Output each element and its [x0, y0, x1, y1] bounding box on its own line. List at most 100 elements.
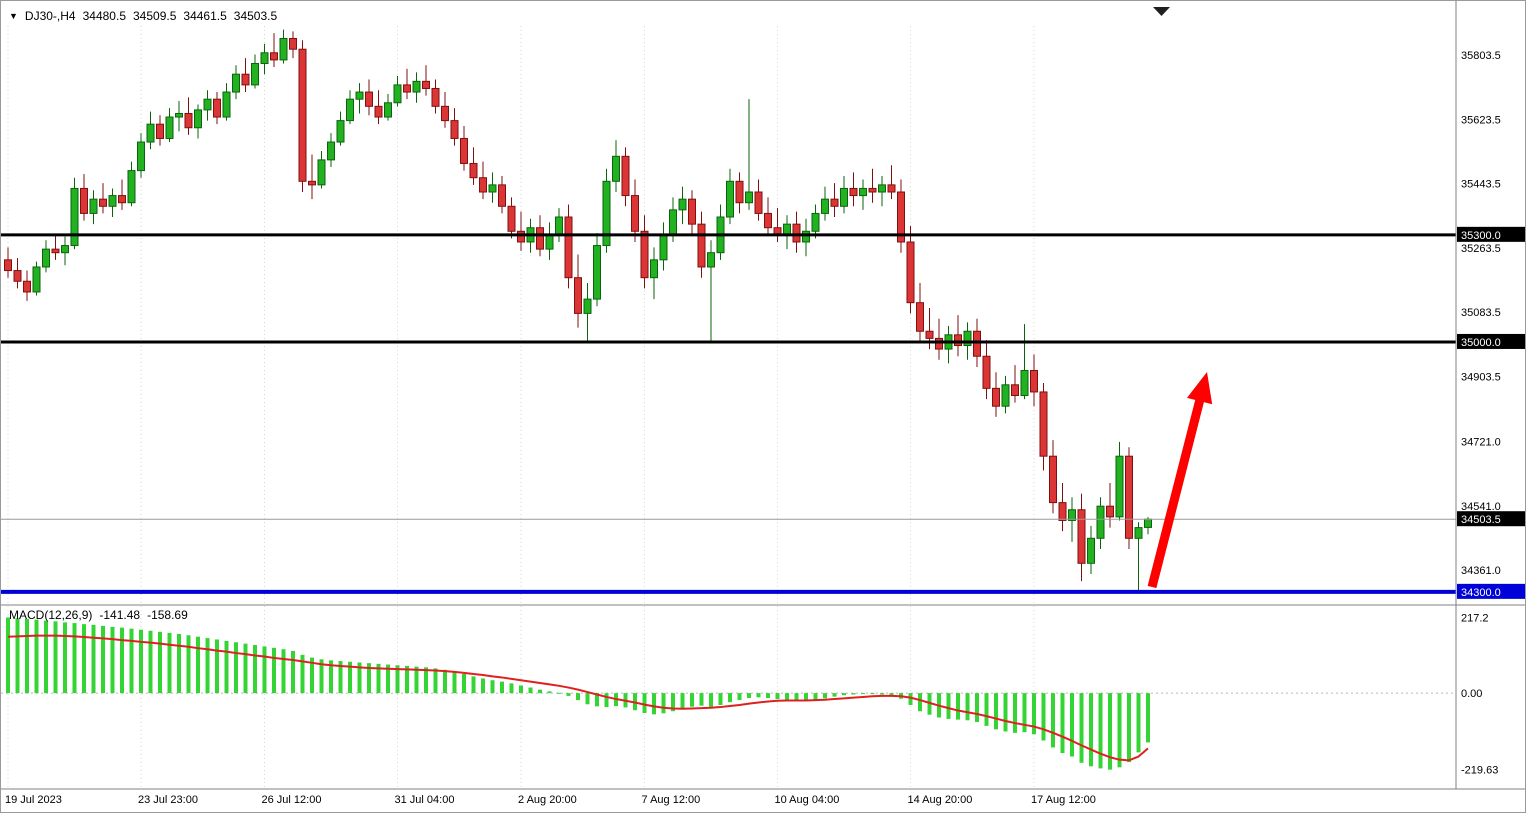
- candle-body: [127, 170, 136, 204]
- candle-body: [450, 120, 459, 139]
- macd-histogram-bar: [652, 693, 656, 715]
- macd-histogram-bar: [1032, 693, 1036, 735]
- macd-histogram-bar: [965, 693, 970, 721]
- macd-tick-label: 0.00: [1461, 688, 1482, 700]
- time-tick-label: 23 Jul 23:00: [138, 794, 198, 806]
- candle-body: [308, 180, 316, 186]
- macd-histogram-bar: [737, 693, 742, 701]
- candle-body: [754, 191, 763, 214]
- candle-body: [99, 198, 107, 207]
- candle-body: [156, 123, 164, 139]
- macd-histogram-bar: [756, 693, 761, 698]
- candle-body: [536, 227, 544, 250]
- candle-body: [289, 37, 297, 50]
- macd-histogram-bar: [813, 693, 818, 700]
- candle-body: [165, 116, 174, 139]
- macd-layer: [6, 617, 1150, 770]
- macd-histogram-bar: [861, 693, 865, 695]
- price-tick-label: 34361.0: [1461, 565, 1501, 577]
- candle-body: [811, 212, 820, 232]
- macd-histogram-bar: [1108, 693, 1112, 770]
- macd-histogram-bar: [120, 627, 124, 694]
- candle-body: [669, 209, 677, 236]
- macd-histogram-bar: [63, 622, 67, 694]
- trend-arrow-shaft: [1147, 394, 1206, 589]
- macd-histogram-bar: [500, 681, 504, 694]
- macd-histogram-bar: [832, 693, 837, 697]
- candle-body: [441, 105, 449, 122]
- macd-histogram-bar: [262, 646, 267, 694]
- candle-body: [184, 112, 193, 129]
- macd-histogram-bar: [1051, 693, 1055, 748]
- candle-body: [916, 302, 924, 332]
- candle-body: [23, 280, 31, 293]
- candle-body: [374, 105, 383, 118]
- macd-histogram-bar: [509, 683, 514, 694]
- macd-histogram-bar: [338, 661, 343, 694]
- candle-body: [764, 212, 772, 229]
- macd-histogram-bar: [205, 638, 210, 694]
- macd-histogram-bar: [1003, 693, 1008, 732]
- macd-histogram-bar: [329, 660, 333, 694]
- candle-body: [1020, 370, 1029, 397]
- gridlines-layer: [1, 26, 1456, 788]
- macd-histogram-bar: [785, 693, 789, 701]
- scroll-to-end-marker[interactable]: [1153, 7, 1170, 16]
- macd-histogram-bar: [908, 693, 913, 705]
- candle-body: [384, 102, 392, 118]
- candle-body: [517, 230, 525, 243]
- macd-histogram-bar: [158, 631, 162, 694]
- candle-body: [479, 177, 487, 193]
- macd-histogram-bar: [414, 666, 419, 694]
- macd-histogram-bar: [471, 676, 476, 694]
- candle-body: [317, 159, 326, 186]
- macd-histogram-bar: [452, 671, 457, 694]
- candle-body: [346, 98, 354, 122]
- macd-histogram-bar: [148, 630, 153, 694]
- candle-body: [80, 187, 88, 214]
- candle-body: [631, 195, 639, 232]
- candle-body: [868, 187, 877, 193]
- candle-body: [327, 141, 335, 161]
- macd-histogram-bar: [386, 664, 390, 694]
- candle-body: [897, 191, 905, 243]
- symbol-dropdown-icon[interactable]: ▼: [9, 11, 18, 21]
- macd-histogram-bar: [775, 693, 780, 700]
- macd-histogram-bar: [557, 692, 561, 694]
- macd-histogram-bar: [310, 657, 314, 694]
- candle-body: [678, 198, 687, 211]
- candle-body: [1087, 537, 1095, 564]
- price-tick-label: 34721.0: [1461, 437, 1501, 449]
- candle-body: [118, 195, 126, 204]
- horizontal-levels-layer: [1, 233, 1456, 594]
- candle-body: [422, 80, 430, 89]
- candle-body: [1058, 502, 1067, 521]
- macd-histogram-bar: [585, 693, 590, 705]
- macd-histogram-bar: [300, 654, 305, 694]
- time-tick-label: 10 Aug 04:00: [775, 794, 840, 806]
- macd-histogram-bar: [1117, 693, 1122, 768]
- macd-histogram-bar: [167, 632, 172, 694]
- candle-body: [194, 109, 202, 129]
- candle-body: [222, 91, 231, 118]
- macd-histogram-bar: [823, 693, 827, 699]
- candle-body: [1011, 384, 1019, 397]
- price-tick-label: 35083.5: [1461, 307, 1501, 319]
- macd-histogram-bar: [395, 665, 400, 694]
- candle-body: [108, 195, 117, 207]
- candle-body: [849, 187, 858, 197]
- candle-body: [650, 259, 658, 279]
- macd-histogram-bar: [927, 693, 932, 715]
- candle-body: [469, 162, 478, 179]
- macd-histogram-bar: [842, 693, 846, 696]
- macd-histogram-bar: [44, 620, 48, 694]
- candle-body: [355, 91, 364, 100]
- candle-body: [279, 37, 288, 61]
- macd-histogram-bar: [747, 693, 751, 698]
- macd-histogram-bar: [604, 693, 609, 708]
- candle-body: [232, 73, 240, 93]
- macd-histogram-bar: [690, 693, 694, 707]
- candle-body: [61, 245, 69, 254]
- macd-histogram-bar: [889, 693, 894, 696]
